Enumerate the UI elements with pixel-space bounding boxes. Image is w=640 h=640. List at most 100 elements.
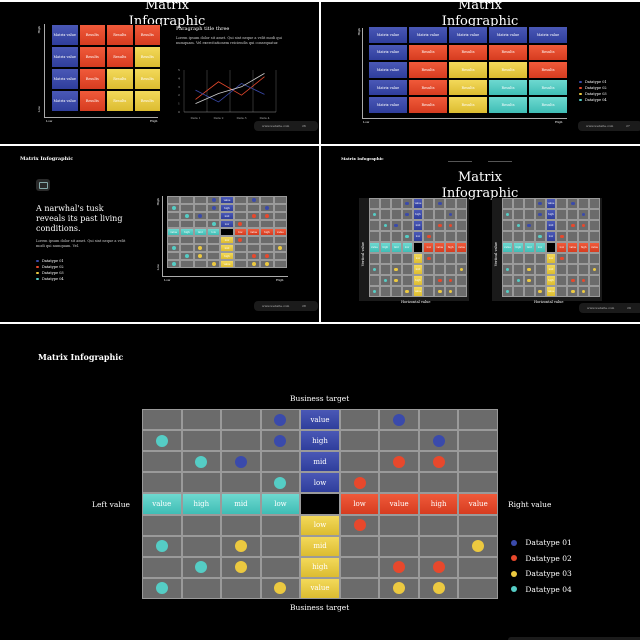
matrix-cell	[167, 196, 181, 204]
slide-divider-vertical	[319, 0, 321, 322]
datatype-dot	[405, 234, 409, 239]
matrix-cell	[339, 556, 380, 578]
matrix-cell: mid	[412, 220, 424, 231]
legend-dot-icon	[36, 259, 39, 263]
datatype-dot	[570, 289, 575, 294]
matrix-cell	[412, 242, 424, 253]
matrix-cell	[589, 220, 600, 231]
matrix-cell: Results	[408, 78, 448, 97]
matrix-cell: Results	[106, 68, 134, 90]
legend-item: Datatype 04	[511, 585, 572, 594]
matrix-cell: low	[412, 253, 424, 264]
datatype-dot	[437, 278, 442, 283]
matrix-cell	[458, 430, 498, 452]
matrix-cell	[567, 253, 579, 264]
matrix-cell: mid	[545, 220, 557, 231]
matrix-cell	[247, 244, 261, 252]
datatype-dot	[516, 223, 521, 228]
matrix-cell	[434, 264, 446, 275]
x-tick-label: Data 3	[236, 116, 246, 120]
matrix-cell	[193, 220, 207, 228]
footer-page: 28	[302, 304, 306, 308]
slide-2[interactable]: Matrix Infographic High Low High Matrix …	[321, 2, 640, 144]
footer-url: www.website.com	[586, 124, 614, 128]
datatype-dot	[171, 262, 176, 266]
matrix-cell	[458, 472, 498, 494]
datatype-dot	[394, 267, 399, 272]
matrix-cell	[233, 244, 247, 252]
matrix-cell	[556, 275, 568, 286]
matrix-cell	[379, 253, 391, 264]
matrix-cell	[207, 236, 221, 244]
matrix-cell: low	[220, 220, 234, 228]
matrix-cell: high	[220, 204, 234, 212]
line-chart: 5 4 3 2 1 0 Data 1 Data 2 Data 3 Data 4	[178, 68, 277, 120]
matrix-cell	[578, 253, 590, 264]
series-line-2	[195, 82, 265, 103]
datatype-dot	[353, 476, 366, 489]
matrix-cell	[207, 244, 221, 252]
matrix-cell: value	[434, 242, 446, 253]
footer-bar: www.website.com 29	[579, 303, 640, 313]
legend-label: Datatype 03	[525, 569, 572, 578]
matrix-cell	[167, 252, 181, 260]
matrix-cell: Results	[78, 46, 106, 68]
datatype-dot	[405, 212, 409, 217]
matrix-grid-right: value high mid low value high mid low low value hi…	[502, 198, 600, 297]
legend-item: Datatype 03	[36, 271, 64, 275]
slide-title: Matrix Infographic	[38, 352, 124, 362]
slide-3[interactable]: Matrix Infographic A narwhal's tusk reve…	[0, 146, 319, 322]
legend-dot-icon	[511, 570, 517, 577]
matrix-cell	[523, 286, 535, 297]
matrix-cell	[379, 430, 419, 452]
datatype-dot	[185, 214, 189, 218]
matrix-cell	[273, 260, 287, 268]
horizontal-value-label: Horizontal value	[534, 300, 564, 304]
slide-1[interactable]: Matrix Infographic High Low Low High Mat…	[0, 2, 319, 144]
bottom-label: Business target	[290, 603, 350, 612]
x-axis-line	[362, 118, 567, 119]
matrix-cell: Results	[528, 61, 568, 79]
matrix-cell	[390, 209, 402, 220]
matrix-cell	[401, 264, 413, 275]
matrix-cell	[401, 253, 413, 264]
matrix-cell: low	[545, 253, 557, 264]
matrix-cell	[220, 228, 234, 236]
matrix-cell	[339, 577, 380, 599]
slide-4[interactable]: Matrix Infographic Matrix Infographic Ve…	[321, 146, 640, 322]
legend-dot-icon	[579, 86, 582, 90]
slide-5[interactable]: Matrix Infographic Business target Busin…	[0, 324, 640, 640]
matrix-cell	[233, 260, 247, 268]
datatype-dot	[383, 223, 388, 228]
matrix-cell	[390, 253, 402, 264]
datatype-dot	[171, 246, 176, 250]
datatype-dot	[448, 289, 453, 294]
matrix-cell	[167, 236, 181, 244]
datatype-dot	[448, 278, 453, 283]
matrix-cell	[390, 198, 402, 209]
matrix-cell	[589, 253, 600, 264]
legend-dot-icon	[36, 277, 39, 281]
matrix-cell: high	[300, 556, 340, 578]
matrix-cell	[260, 236, 274, 244]
matrix-cell	[445, 264, 457, 275]
x-tick-label: Data 1	[190, 116, 200, 120]
matrix-cell	[339, 430, 380, 452]
matrix-cell: low	[233, 228, 247, 236]
datatype-dot	[427, 234, 431, 239]
datatype-dot	[211, 222, 216, 226]
matrix-cell: Matrix value	[368, 96, 408, 114]
datatype-dot	[538, 201, 542, 206]
matrix-cell	[221, 577, 261, 599]
matrix-cell: value	[167, 228, 181, 236]
datatype-dot	[394, 223, 399, 228]
matrix-cell	[423, 209, 435, 220]
matrix-cell: mid	[193, 228, 207, 236]
datatype-dot	[155, 434, 168, 447]
matrix-cell: high	[260, 228, 274, 236]
datatype-dot	[459, 267, 464, 272]
paragraph-text: Lorem ipsum dolor sit amet. Qui sint neq…	[176, 36, 282, 45]
matrix-cell	[578, 198, 590, 209]
axis-high-x-label: High	[150, 119, 158, 123]
matrix-cell	[379, 514, 419, 536]
